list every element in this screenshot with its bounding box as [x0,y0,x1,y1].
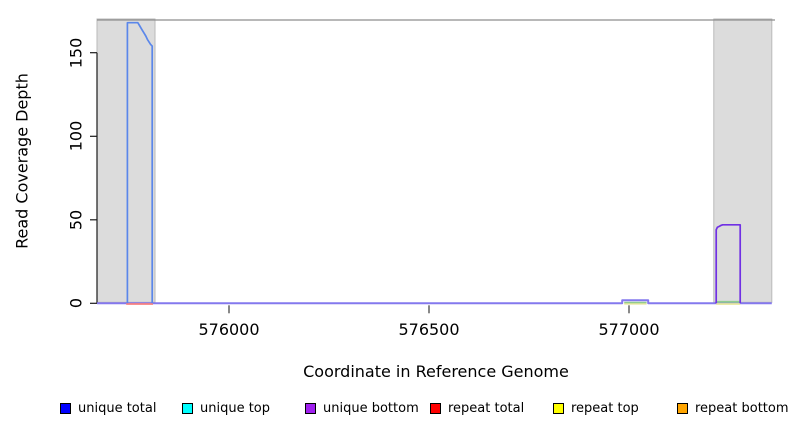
legend: unique total unique top unique bottom re… [0,399,792,419]
y-tick-label-150: 150 [66,37,86,69]
legend-swatch-repeat-bottom [677,402,688,414]
y-tick-label-0: 0 [66,298,86,309]
legend-item-repeat-total: repeat total [430,399,524,417]
y-tick-label-100: 100 [66,120,86,152]
y-axis-label: Read Coverage Depth [12,73,32,249]
x-axis-label: Coordinate in Reference Genome [303,362,569,381]
x-tick-label-577000: 577000 [598,320,660,339]
legend-label-repeat-top: repeat top [571,400,639,416]
legend-item-repeat-bottom: repeat bottom [677,399,789,417]
legend-label-unique-bottom: unique bottom [323,400,419,416]
x-tick-label-576000: 576000 [198,320,260,339]
legend-item-unique-bottom: unique bottom [305,399,419,417]
x-tick-label-576500: 576500 [398,320,460,339]
legend-item-unique-total: unique total [60,399,156,417]
legend-swatch-repeat-top [553,402,564,414]
legend-label-repeat-total: repeat total [448,400,525,416]
legend-swatch-repeat-total [430,402,441,414]
legend-item-repeat-top: repeat top [553,399,639,417]
legend-swatch-unique-total [60,402,71,414]
legend-swatch-unique-bottom [305,402,316,414]
legend-item-unique-top: unique top [182,399,270,417]
legend-label-unique-total: unique total [78,400,157,416]
legend-label-unique-top: unique top [200,400,271,416]
legend-label-repeat-bottom: repeat bottom [695,400,789,416]
y-tick-label-50: 50 [66,209,86,230]
legend-swatch-unique-top [182,402,193,414]
